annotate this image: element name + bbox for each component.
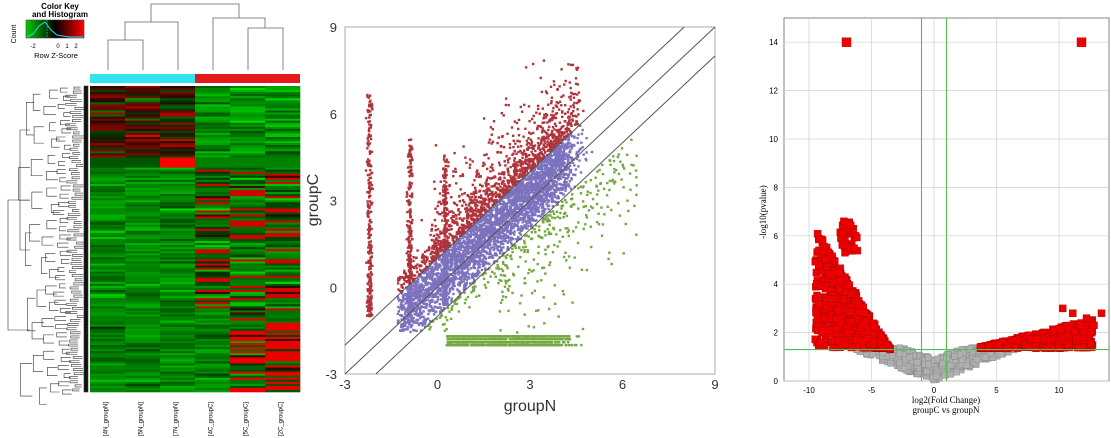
key-tick-label: 2 xyxy=(74,44,78,50)
heatmap-column-label: [4N_groupN] xyxy=(104,402,110,436)
scatter-points xyxy=(364,59,638,347)
volcano-y-tick-label: 14 xyxy=(769,38,778,47)
volcano-y-axis-label: -log10(pvalue) xyxy=(758,185,768,238)
volcano-x-tick-label: -5 xyxy=(868,386,876,395)
heatmap-column-label: [2C_groupC] xyxy=(279,402,285,436)
volcano-y-tick-label: 4 xyxy=(774,280,779,289)
scatter-y-axis-label: groupC xyxy=(305,174,322,226)
volcano-y-tick-label: 10 xyxy=(769,135,778,144)
column-group-2 xyxy=(195,74,300,83)
scatter-y-tick-label: 9 xyxy=(330,20,337,35)
scatter-axis-ticks: -3 0 3 6 9 -3 0 3 6 9 xyxy=(325,20,718,392)
volcano-y-tick-label: 8 xyxy=(774,183,779,192)
color-key-count-label: Count xyxy=(11,25,18,44)
scatter-y-tick-label: -3 xyxy=(325,367,337,382)
column-group-bar xyxy=(90,74,300,83)
fold-change-lines xyxy=(344,26,716,375)
scatter-x-tick-label: 3 xyxy=(526,377,533,392)
volcano-y-tick-label: 6 xyxy=(774,232,779,241)
heatmap-matrix xyxy=(90,86,301,393)
volcano-y-tick-label: 0 xyxy=(774,377,779,386)
scatter-x-axis-label: groupN xyxy=(504,398,556,415)
volcano-x-tick-label: 0 xyxy=(932,386,937,395)
key-tick-label: 1 xyxy=(65,44,69,50)
scatter-y-tick-label: 0 xyxy=(330,280,337,295)
heatmap-column-label: [7N_groupN] xyxy=(174,402,180,436)
scatter-x-tick-label: -3 xyxy=(339,377,351,392)
color-key-title: Color Key xyxy=(41,2,79,11)
row-dendrogram xyxy=(7,85,89,405)
volcano-y-tick-label: 2 xyxy=(774,329,779,338)
volcano-x-axis-sublabel: groupC vs groupN xyxy=(913,405,980,415)
heatmap-panel: Color Key and Histogram Count -2 0 1 2 R… xyxy=(7,2,301,436)
scatter-y-tick-label: 3 xyxy=(330,194,337,209)
scatter-panel: -3 0 3 6 9 -3 0 3 6 9 groupN groupC xyxy=(305,20,719,415)
color-key-xlabel: Row Z-Score xyxy=(34,51,78,60)
volcano-panel: -10 -5 0 5 10 0 2 4 6 8 10 12 14 log2(Fold Change) g… xyxy=(758,17,1110,415)
key-tick-label: 0 xyxy=(56,44,60,50)
column-dendrogram xyxy=(107,3,284,70)
volcano-x-tick-label: 5 xyxy=(994,386,999,395)
volcano-y-tick-label: 12 xyxy=(769,87,778,96)
volcano-axis-ticks: -10 -5 0 5 10 0 2 4 6 8 10 12 14 xyxy=(769,38,1064,395)
column-group-1 xyxy=(90,74,195,83)
scatter-x-tick-label: 6 xyxy=(619,377,626,392)
heatmap-column-labels: [4N_groupN] [5N_groupN] [7N_groupN] [4C_gro… xyxy=(104,402,285,436)
volcano-threshold-lines xyxy=(784,18,1109,381)
color-key-subtitle: and Histogram xyxy=(32,10,88,19)
scatter-y-tick-label: 6 xyxy=(330,107,337,122)
scatter-x-tick-label: 9 xyxy=(711,377,718,392)
volcano-points xyxy=(811,37,1106,384)
volcano-x-tick-label: -10 xyxy=(803,386,815,395)
color-key-histogram xyxy=(26,21,83,38)
heatmap-column-label: [4C_groupC] xyxy=(209,402,215,436)
volcano-x-tick-label: 10 xyxy=(1055,386,1064,395)
scatter-x-tick-label: 0 xyxy=(434,377,441,392)
heatmap-column-label: [5N_groupN] xyxy=(139,402,145,436)
color-key: Color Key and Histogram Count -2 0 1 2 R… xyxy=(11,2,88,60)
color-key-gradient xyxy=(25,19,85,39)
volcano-x-axis-label: log2(Fold Change) xyxy=(912,395,980,405)
key-tick-label: -2 xyxy=(30,44,36,50)
heatmap-column-label: [5C_groupC] xyxy=(244,402,250,436)
